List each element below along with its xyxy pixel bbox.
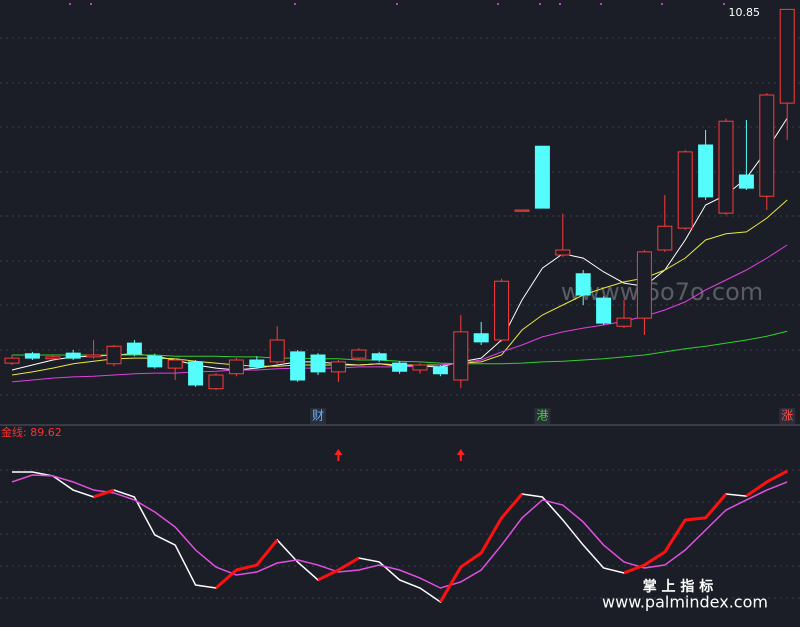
rising-segment [704,493,728,519]
indicator-title: 金线: 89.62 [1,425,62,439]
max-price-label: 10.85 [729,6,761,19]
rising-segment [663,519,687,553]
rising-segment [215,568,238,590]
signal-arrow [456,449,465,461]
candle-body [718,120,734,214]
rising-segment [479,517,503,554]
candle-body [330,361,346,373]
rising-segment [93,488,115,499]
dot [723,3,725,5]
candle-body [208,374,224,390]
rising-segment [766,469,788,484]
candle-body [228,359,244,375]
rising-segment [459,551,483,569]
rising-segment [643,550,666,567]
rising-segment [500,493,524,519]
top-dots [69,3,725,5]
rising-segment [685,516,706,522]
candle-body [126,342,142,355]
rising-segment [255,538,279,566]
candle-body [514,209,530,212]
candle-body [24,353,40,359]
dot [396,3,398,5]
rising-segment [337,556,360,572]
candle-body [290,351,306,381]
dot [600,3,602,5]
candle-body [555,249,571,256]
event-marker: 港 [536,409,548,423]
indicator-line [11,474,788,589]
candle-body [147,355,163,368]
rising-segment [236,563,258,572]
rising-segment [317,568,340,582]
dot [69,3,71,5]
rising-segment [439,566,463,603]
event-marker-box [310,408,326,424]
candle-body [494,280,510,341]
signal-arrow [334,449,343,461]
candle-body [473,333,489,343]
candle-body [249,359,265,368]
candle-body [371,353,387,361]
candle-body [453,331,469,381]
candle-body [677,151,693,229]
grid [0,37,800,599]
event-marker: 涨 [781,408,793,423]
candle-body [45,356,61,360]
candle-body [188,361,204,386]
dot [497,3,499,5]
candle-body [392,362,408,372]
candle-body [65,352,81,359]
rising-segment [623,563,645,575]
dot [294,3,296,5]
candle-body [759,94,775,197]
candle-body [269,339,285,363]
event-marker-box [779,408,796,424]
watermark: wwww.6o7o.com [561,278,763,306]
candle-body [432,366,448,375]
candle-body [4,357,20,364]
dot [559,3,561,5]
candle-body [575,273,591,296]
candle-body [636,251,652,319]
candle-body [310,354,326,373]
dot [539,3,541,5]
event-marker: 财 [312,409,324,423]
candle-body [616,317,632,327]
dot [90,3,92,5]
candle-body [698,144,714,198]
candle-body [738,174,754,189]
brand: 掌 上 指 标 [643,578,714,595]
event-marker-box [534,408,551,424]
candle-body [596,297,612,324]
candle-body [351,349,367,359]
dot [661,3,663,5]
rising-segment [745,480,768,498]
candle-body [657,225,673,251]
candle-body [167,359,183,369]
candle-body [412,364,428,371]
candle-body [779,8,795,104]
candle-body [86,354,102,358]
brand-url: www.palmindex.com [602,593,768,612]
candle-body [534,145,550,209]
candle-body [106,345,122,365]
